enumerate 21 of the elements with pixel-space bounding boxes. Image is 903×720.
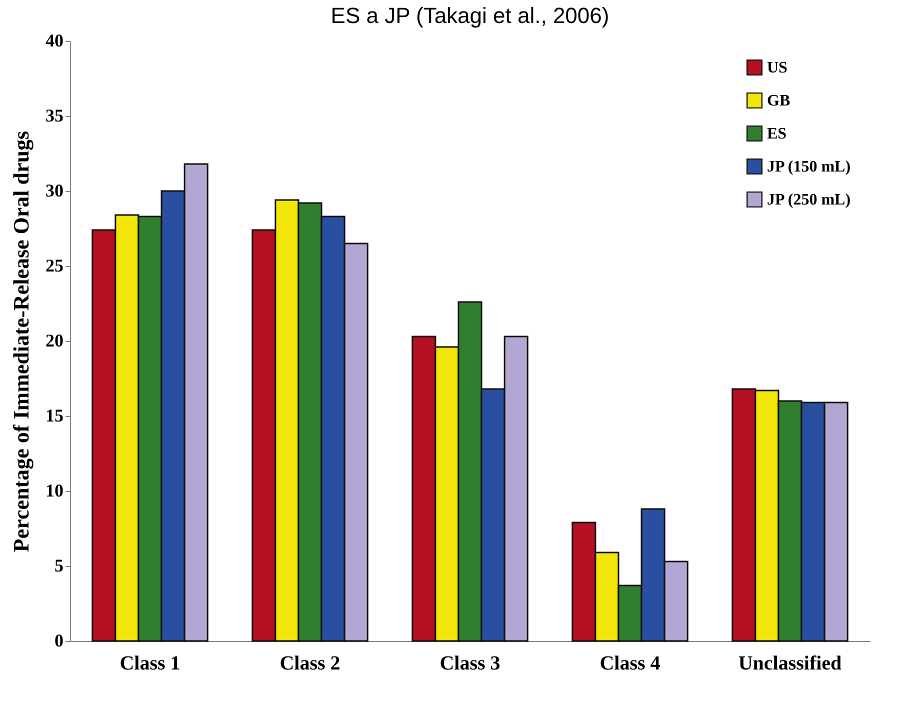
x-tick-label: Class 3: [440, 652, 500, 674]
y-tick-label: 10: [46, 480, 64, 500]
y-axis-title: Percentage of Immediate-Release Oral drugs: [8, 130, 34, 552]
legend-label: US: [767, 60, 788, 76]
y-tick-label: 35: [46, 106, 64, 126]
x-tick-label: Unclassified: [738, 652, 842, 674]
legend-label: JP (250 mL): [767, 192, 851, 208]
x-tick-label: Class 2: [280, 652, 340, 674]
x-tick-label: Class 4: [600, 652, 660, 674]
y-tick-label: 25: [46, 256, 64, 276]
y-tick-label: 0: [54, 630, 64, 650]
y-tick-label: 40: [46, 30, 64, 50]
y-tick-label: 5: [54, 556, 64, 576]
y-tick-label: 20: [46, 330, 64, 350]
chart-title: ES a JP (Takagi et al., 2006): [330, 3, 610, 28]
y-tick-label: 30: [46, 180, 64, 200]
x-tick-label: Class 1: [120, 652, 180, 674]
legend-label: JP (150 mL): [767, 158, 851, 176]
legend-label: ES: [767, 126, 787, 142]
legend-label: GB: [767, 92, 790, 110]
y-tick-label: 15: [46, 406, 64, 426]
